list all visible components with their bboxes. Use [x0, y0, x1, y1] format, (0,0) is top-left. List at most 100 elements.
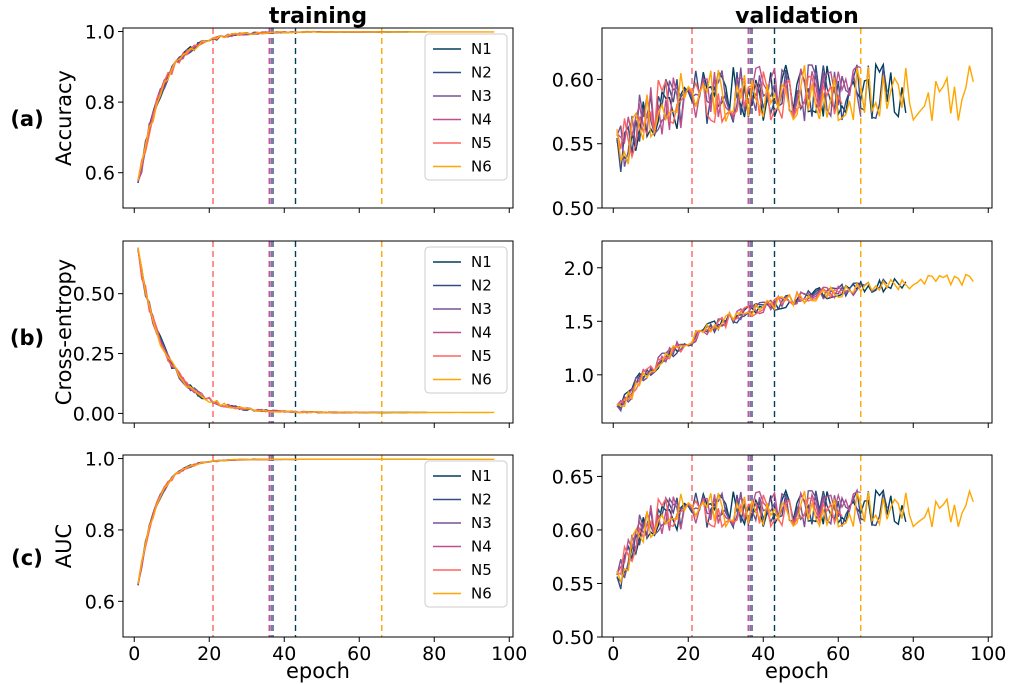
- panel-auc-val: 0 20 40 60 80 100 0.50 0.55 0.60 0.65: [552, 454, 1006, 665]
- series-group: [616, 61, 974, 172]
- x-tick-label: 0: [607, 643, 619, 665]
- series-line-N4: [137, 30, 382, 182]
- legend-label-N4: N4: [471, 538, 492, 556]
- y-tick-label: 0.8: [85, 520, 115, 542]
- y-tick-label: 1.0: [85, 22, 115, 44]
- row-label-a: (a): [10, 107, 43, 131]
- x-tick-label: 80: [901, 643, 925, 665]
- series-group: [137, 458, 495, 586]
- legend-label-N5: N5: [471, 347, 492, 365]
- axes-frame: [601, 454, 993, 638]
- y-tick-label: 0.6: [85, 163, 115, 185]
- series-line-N3: [137, 30, 382, 183]
- series-group: [616, 273, 974, 413]
- series-line-N4: [616, 282, 862, 406]
- x-tick-label: 40: [272, 643, 296, 665]
- legend-label-N3: N3: [471, 300, 492, 318]
- series-line-N1: [616, 277, 907, 408]
- series-line-N3: [616, 490, 862, 579]
- legend-label-N1: N1: [471, 40, 492, 58]
- y-tick-label: 1.0: [85, 449, 115, 471]
- legend-label-N1: N1: [471, 253, 492, 271]
- series-line-N5: [137, 30, 363, 181]
- x-tick-label: 0: [128, 643, 140, 665]
- series-line-N5: [616, 287, 843, 406]
- legend-label-N6: N6: [471, 158, 492, 176]
- legend-label-N4: N4: [471, 111, 492, 129]
- legend-label-N6: N6: [471, 371, 492, 389]
- row-label-b: (b): [10, 326, 44, 350]
- legend-label-N2: N2: [471, 491, 492, 509]
- y-tick-label: 0.55: [552, 134, 594, 156]
- x-tick-label: 80: [422, 643, 446, 665]
- series-line-N6: [616, 488, 974, 585]
- y-tick-label: 1.0: [564, 365, 594, 387]
- legend-box: [424, 246, 508, 394]
- x-tick-label: 60: [347, 643, 371, 665]
- panel-acc-train: 0.6 0.8 1.0 Accuracy N1 N2 N3 N4 N5 N6: [52, 22, 514, 213]
- panel-acc-val: 0.50 0.55 0.60: [552, 27, 993, 220]
- x-tick-label: 20: [197, 643, 221, 665]
- series-line-N1: [137, 249, 427, 414]
- legend: N1 N2 N3 N4 N5 N6: [424, 460, 508, 608]
- series-line-N6: [137, 458, 495, 584]
- row-label-c: (c): [11, 546, 43, 570]
- panel-auc-train: 0 20 40 60 80 100 0.6 0.8 1.0 AUC N1 N2 N3 N4 N5 N6: [52, 449, 527, 665]
- series-line-N4: [137, 458, 382, 585]
- y-tick-label: 0.8: [85, 92, 115, 114]
- y-tick-label: 0.25: [73, 344, 115, 366]
- y-tick-label: 1.5: [564, 311, 594, 333]
- legend-label-N6: N6: [471, 585, 492, 603]
- series-line-N6: [137, 30, 495, 181]
- panel-ce-val: 1.0 1.5 2.0: [564, 240, 993, 428]
- legend-label-N5: N5: [471, 134, 492, 152]
- x-axis-label-validation: epoch: [765, 659, 829, 683]
- series-line-N1: [616, 61, 907, 163]
- y-tick-label: 0.65: [552, 466, 594, 488]
- legend-label-N2: N2: [471, 64, 492, 82]
- axes-frame: [601, 27, 993, 209]
- y-tick-label: 0.50: [73, 284, 115, 306]
- series-line-N6: [137, 247, 495, 414]
- legend-label-N1: N1: [471, 467, 492, 485]
- series-line-N1: [137, 30, 427, 184]
- panels: 0.6 0.8 1.0 Accuracy N1 N2 N3 N4 N5 N6 0.50 0.55 0.6…: [52, 22, 1006, 665]
- column-title-training: training: [269, 4, 367, 29]
- x-tick-label: 100: [491, 643, 527, 665]
- series-line-N3: [616, 64, 862, 167]
- y-axis-label: AUC: [52, 524, 76, 568]
- y-tick-label: 0.50: [552, 627, 594, 649]
- series-line-N4: [616, 490, 861, 575]
- legend-label-N3: N3: [471, 87, 492, 105]
- x-tick-label: 40: [751, 643, 775, 665]
- x-tick-label: 100: [970, 643, 1006, 665]
- legend-label-N2: N2: [471, 277, 492, 295]
- series-line-N3: [137, 458, 382, 585]
- x-axis-label-training: epoch: [286, 659, 350, 683]
- axes-frame: [122, 27, 514, 209]
- series-group: [616, 488, 974, 590]
- y-tick-label: 0.60: [552, 520, 594, 542]
- series-line-N6: [616, 65, 974, 165]
- legend: N1 N2 N3 N4 N5 N6: [424, 246, 508, 394]
- legend-box: [424, 33, 508, 181]
- x-tick-label: 20: [676, 643, 700, 665]
- series-line-N5: [137, 247, 364, 414]
- legend-label-N4: N4: [471, 324, 492, 342]
- series-line-N3: [137, 248, 382, 414]
- legend-label-N5: N5: [471, 561, 492, 579]
- axes-frame: [122, 240, 514, 424]
- axes-frame: [122, 454, 514, 638]
- series-line-N5: [616, 71, 843, 160]
- y-tick-label: 0.50: [552, 198, 594, 220]
- axes-frame: [601, 240, 993, 424]
- series-line-N1: [616, 488, 907, 583]
- y-axis-label: Accuracy: [52, 70, 76, 166]
- y-tick-label: 0.00: [73, 403, 115, 425]
- y-tick-label: 2.0: [564, 258, 594, 280]
- series-line-N6: [616, 273, 974, 408]
- y-tick-label: 0.60: [552, 69, 594, 91]
- series-line-N3: [616, 285, 862, 413]
